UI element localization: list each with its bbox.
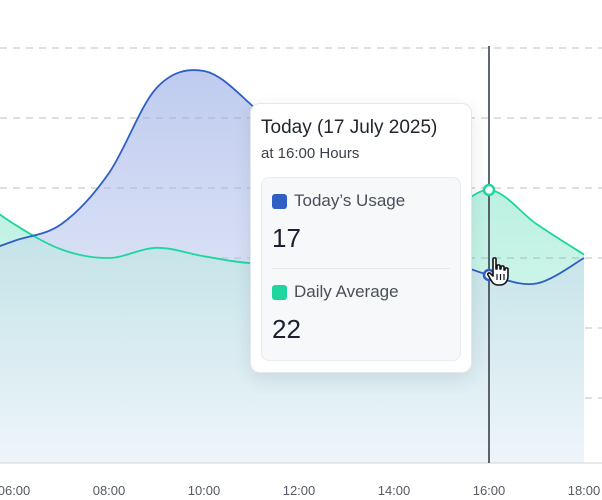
x-tick-label: 12:00	[283, 483, 316, 498]
legend-swatch-daily-average	[272, 284, 287, 300]
tooltip-label-todays-usage: Today’s Usage	[294, 191, 406, 210]
tooltip-subtitle: at 16:00 Hours	[261, 145, 360, 162]
legend-swatch-todays-usage	[272, 193, 287, 209]
hover-tooltip: Today (17 July 2025) at 16:00 Hours Toda…	[250, 103, 472, 373]
x-tick-label: 14:00	[378, 483, 411, 498]
x-tick-label: 08:00	[93, 483, 126, 498]
hand-cursor-icon	[486, 257, 509, 286]
tooltip-divider	[272, 268, 450, 269]
tooltip-value-todays-usage: 17	[272, 223, 301, 253]
tooltip-series-daily-average: Daily Average	[272, 281, 450, 303]
x-tick-label: 18:00	[568, 483, 601, 498]
x-tick-label: 16:00	[473, 483, 506, 498]
x-axis: 06:00 08:00 10:00 12:00 14:00 16:00 18:00	[0, 462, 602, 498]
tooltip-values-card: Today’s Usage 17 Daily Average 22	[261, 177, 461, 361]
tooltip-title: Today (17 July 2025)	[261, 117, 438, 138]
x-tick-label: 06:00	[0, 483, 30, 498]
x-tick-label: 10:00	[188, 483, 221, 498]
hover-point-daily-average	[482, 183, 496, 197]
tooltip-value-daily-average: 22	[272, 314, 301, 344]
tooltip-label-daily-average: Daily Average	[294, 282, 399, 301]
tooltip-series-todays-usage: Today’s Usage	[272, 190, 450, 212]
